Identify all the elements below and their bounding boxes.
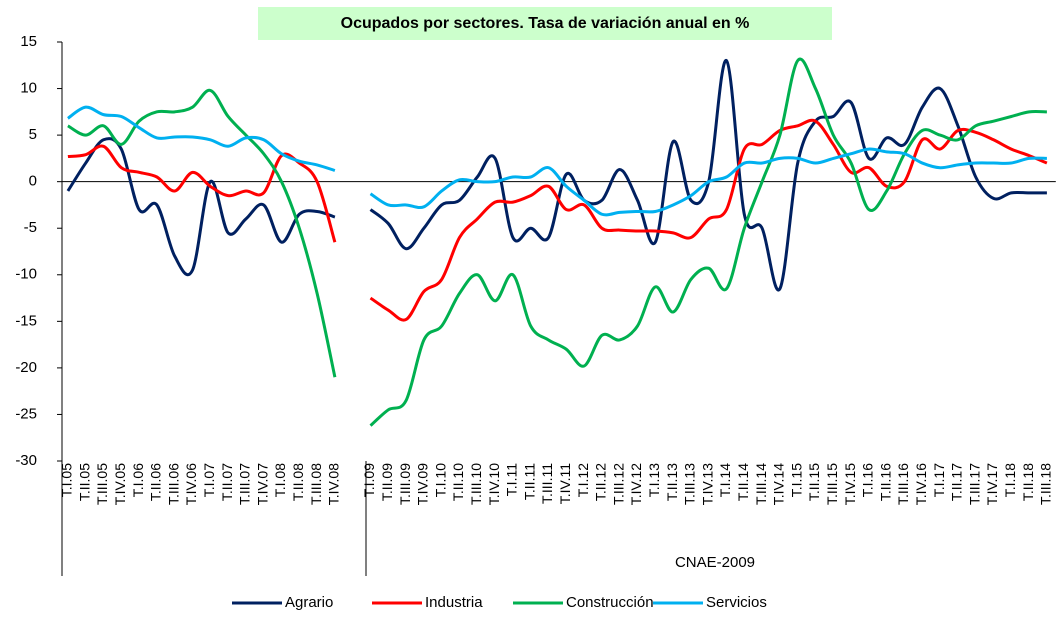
x-tick-label: T.IV.14 bbox=[771, 463, 787, 506]
x-tick-label: T.III.08 bbox=[308, 463, 324, 505]
x-tick-label: T.IV.05 bbox=[112, 463, 128, 506]
y-tick-label: -30 bbox=[15, 452, 37, 469]
x-tick-label: T.II.05 bbox=[76, 463, 92, 501]
x-tick-label: T.II.18 bbox=[1020, 463, 1036, 501]
x-tick-label: T.I.05 bbox=[59, 463, 75, 497]
y-tick-label: -5 bbox=[24, 219, 37, 236]
x-tick-label: T.IV.10 bbox=[486, 463, 502, 506]
x-tick-label: T.IV.12 bbox=[628, 463, 644, 506]
x-tick-label: T.I.09 bbox=[361, 463, 377, 497]
x-tick-label: T.III.13 bbox=[682, 463, 698, 505]
x-tick-label: T.II.13 bbox=[664, 463, 680, 501]
x-tick-label: T.III.07 bbox=[237, 463, 253, 505]
x-tick-label: T.III.09 bbox=[397, 463, 413, 505]
x-tick-label: T.III.16 bbox=[895, 463, 911, 505]
x-tick-label: T.III.10 bbox=[468, 463, 484, 505]
x-tick-label: T.I.15 bbox=[788, 463, 804, 497]
x-tick-label: T.II.09 bbox=[379, 463, 395, 501]
series-line bbox=[67, 105, 1047, 217]
x-tick-label: T.II.06 bbox=[148, 463, 164, 501]
x-tick-label: T.I.08 bbox=[272, 463, 288, 497]
x-tick-label: T.II.17 bbox=[949, 463, 965, 501]
x-tick-label: T.IV.06 bbox=[183, 463, 199, 506]
x-tick-label: T.IV.16 bbox=[913, 463, 929, 506]
y-tick-label: -15 bbox=[15, 312, 37, 329]
x-tick-label: T.III.17 bbox=[966, 463, 982, 505]
x-tick-label: T.III.06 bbox=[165, 463, 181, 505]
x-tick-label: T.IV.17 bbox=[984, 463, 1000, 506]
x-tick-label: T.I.06 bbox=[130, 463, 146, 497]
x-tick-label: T.II.12 bbox=[593, 463, 609, 501]
x-tick-label: T.I.12 bbox=[575, 463, 591, 497]
x-tick-label: T.II.16 bbox=[877, 463, 893, 501]
y-tick-label: 15 bbox=[20, 33, 37, 50]
legend-label: Agrario bbox=[285, 594, 333, 611]
x-tick-label: T.III.18 bbox=[1038, 463, 1054, 505]
x-tick-label: T.II.15 bbox=[806, 463, 822, 501]
x-tick-label: T.II.14 bbox=[735, 463, 751, 501]
x-tick-label: T.III.12 bbox=[610, 463, 626, 505]
x-tick-label: T.II.11 bbox=[521, 463, 537, 500]
x-tick-label: T.I.10 bbox=[432, 463, 448, 497]
title-box bbox=[258, 7, 832, 40]
chart-title: Ocupados por sectores. Tasa de variación… bbox=[341, 15, 750, 32]
y-tick-label: 0 bbox=[29, 173, 37, 190]
legend-label: Industria bbox=[425, 594, 483, 611]
x-tick-label: T.IV.07 bbox=[254, 463, 270, 506]
x-tick-label: T.I.11 bbox=[504, 463, 520, 496]
group-label: CNAE-2009 bbox=[675, 554, 755, 571]
series-line bbox=[67, 118, 1048, 322]
x-tick-label: T.II.08 bbox=[290, 463, 306, 501]
x-tick-label: T.I.07 bbox=[201, 463, 217, 497]
x-tick-label: T.I.17 bbox=[931, 463, 947, 497]
x-tick-label: T.III.11 bbox=[539, 463, 555, 504]
x-tick-label: T.IV.09 bbox=[415, 463, 431, 506]
x-tick-label: T.I.14 bbox=[717, 463, 733, 497]
x-tick-label: T.I.18 bbox=[1002, 463, 1018, 497]
x-tick-label: T.II.07 bbox=[219, 463, 235, 501]
x-tick-label: T.IV.11 bbox=[557, 463, 573, 504]
x-tick-label: T.II.10 bbox=[450, 463, 466, 501]
y-tick-label: 5 bbox=[29, 126, 37, 143]
x-tick-label: T.III.15 bbox=[824, 463, 840, 505]
y-tick-label: -20 bbox=[15, 359, 37, 376]
y-tick-label: -25 bbox=[15, 405, 37, 422]
y-tick-label: -10 bbox=[15, 266, 37, 283]
x-tick-label: T.IV.15 bbox=[842, 463, 858, 506]
y-tick-label: 10 bbox=[20, 80, 37, 97]
x-tick-label: T.III.05 bbox=[94, 463, 110, 505]
x-tick-label: T.I.13 bbox=[646, 463, 662, 497]
legend-label: Construcción bbox=[566, 594, 654, 611]
x-tick-label: T.IV.08 bbox=[326, 463, 342, 506]
series-line bbox=[67, 57, 1047, 427]
x-tick-label: T.IV.13 bbox=[699, 463, 715, 506]
legend-label: Servicios bbox=[706, 594, 767, 611]
x-tick-label: T.I.16 bbox=[860, 463, 876, 497]
x-tick-label: T.III.14 bbox=[753, 463, 769, 505]
